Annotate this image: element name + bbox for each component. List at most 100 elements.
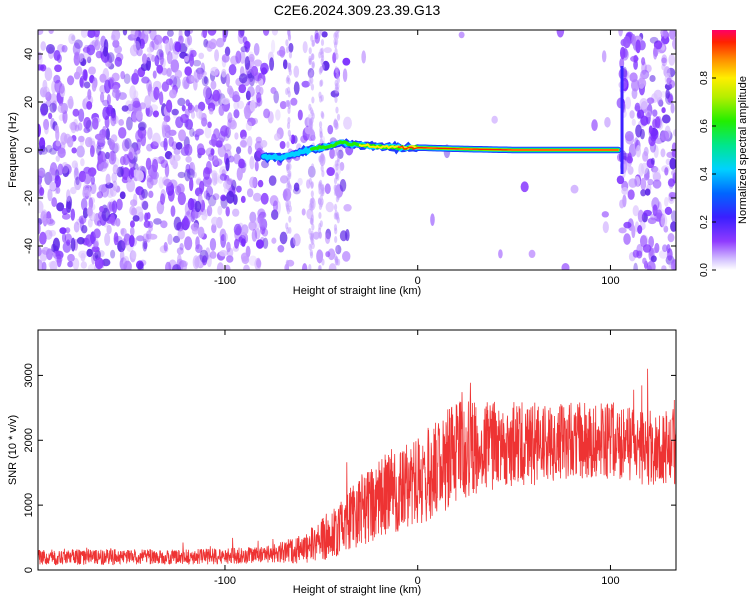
heatmap-noise-cell [39,231,47,245]
heatmap-noise-cell [667,232,675,243]
heatmap-noise-cell [100,161,108,169]
heatmap-noise-cell [243,264,250,270]
heatmap-noise-cell [165,131,171,139]
heatmap-noise-cell [270,209,279,220]
heatmap-noise-cell [661,265,667,270]
heatmap-noise-cell [210,80,217,90]
heatmap-noise-cell [85,119,93,132]
heatmap-noise-cell [101,207,111,222]
heatmap-noise-cell [153,34,163,46]
heatmap-noise-cell [642,151,649,162]
heatmap-noise-cell [643,172,650,181]
heatmap-streak-cell [308,263,312,270]
heatmap-noise-cell [188,161,196,176]
heatmap-noise-cell [249,100,256,112]
heatmap-noise-cell [270,39,276,54]
heatmap-noise-cell [670,259,676,270]
heatmap-streak-cell [287,34,292,42]
heatmap-streak-cell [336,86,340,94]
heatmap-streak-cell [285,259,289,267]
heatmap-noise-cell [114,56,123,67]
heatmap-noise-cell [233,223,242,236]
heatmap-noise-cell [142,233,149,244]
heatmap-noise-cell [641,57,646,66]
heatmap-noise-cell [147,127,153,140]
heatmap-noise-cell [142,238,148,252]
heatmap-noise-cell [144,95,152,108]
heatmap-noise-cell [273,90,280,104]
heatmap-noise-cell [666,243,671,254]
heatmap-streak-cell [334,227,338,235]
heatmap-noise-cell [151,158,159,173]
heatmap-noise-cell [202,85,211,99]
heatmap-noise-cell [259,62,269,74]
heatmap-noise-cell [185,163,191,173]
heatmap-streak-cell [336,113,341,121]
heatmap-streak-cell [318,211,322,219]
heatmap-noise-cell [53,74,61,84]
heatmap-noise-cell [40,41,47,51]
heatmap-noise-cell [625,134,635,145]
heatmap-noise-cell [38,30,44,36]
heatmap-noise-cell [178,129,187,142]
heatmap-noise-cell [39,187,45,196]
heatmap-noise-cell [253,43,260,56]
heatmap-noise-cell [640,162,649,175]
heatmap-noise-cell [171,108,179,116]
heatmap-noise-cell [328,263,337,270]
heatmap-noise-cell [133,40,141,53]
heatmap-noise-cell [123,73,131,84]
heatmap-noise-cell [661,63,666,71]
heatmap-noise-cell [211,223,217,234]
heatmap-streak-cell [288,134,293,142]
heatmap-noise-cell [132,215,140,222]
heatmap-noise-cell [158,176,164,189]
heatmap-x-ticks: -100 0 100 [214,30,620,287]
heatmap-noise-cell [665,89,670,99]
heatmap-noise-cell [40,103,49,116]
heatmap-noise-cell [143,30,150,35]
heatmap-noise-cell [206,205,213,217]
colorbar-tick-label: 0.0 [699,263,710,277]
heatmap-noise-cell [129,205,136,216]
heatmap-noise-cell [147,220,154,229]
heatmap-noise-cell [668,79,676,89]
heatmap-y-tick-label: 40 [23,48,35,60]
heatmap-noise-cell [227,119,232,130]
heatmap-noise-cell [253,59,263,67]
heatmap-noise-cell [126,116,133,131]
heatmap-streak-cell [336,258,341,266]
heatmap-noise-cell [95,50,103,59]
heatmap-noise-cell [160,159,169,169]
heatmap-noise-cell [73,167,79,181]
heatmap-noise-cell [99,205,105,213]
snr-y-tick-label: 0 [23,567,35,573]
heatmap-noise-cell [342,68,348,83]
heatmap-noise-cell [87,88,92,101]
heatmap-noise-cell [82,69,88,81]
heatmap-noise-cell [163,241,168,252]
heatmap-noise-cell [623,221,632,229]
heatmap-streak-cell [319,130,323,138]
heatmap-noise-cell [145,105,154,117]
heatmap-noise-cell [631,224,636,239]
heatmap-noise-cell [257,179,264,188]
heatmap-streak-cell [308,72,312,80]
heatmap-noise-cell [72,108,80,117]
heatmap-noise-cell [176,183,185,195]
heatmap-noise-cell [153,218,162,225]
heatmap-noise-cell [38,123,42,138]
heatmap-noise-cell [256,259,262,268]
heatmap-noise-cell [108,201,115,212]
heatmap-noise-cell [650,128,659,140]
heatmap-noise-cell [104,79,111,94]
heatmap-noise-cell [650,157,655,165]
heatmap-noise-cell [226,241,231,253]
heatmap-streak-cell [309,118,313,126]
heatmap-noise-cell [120,70,125,80]
heatmap-noise-cell [339,179,347,192]
heatmap-noise-cell [618,227,627,234]
heatmap-noise-cell [115,217,121,227]
heatmap-streak-cell [321,258,325,266]
heatmap-streak-cell [286,141,290,149]
